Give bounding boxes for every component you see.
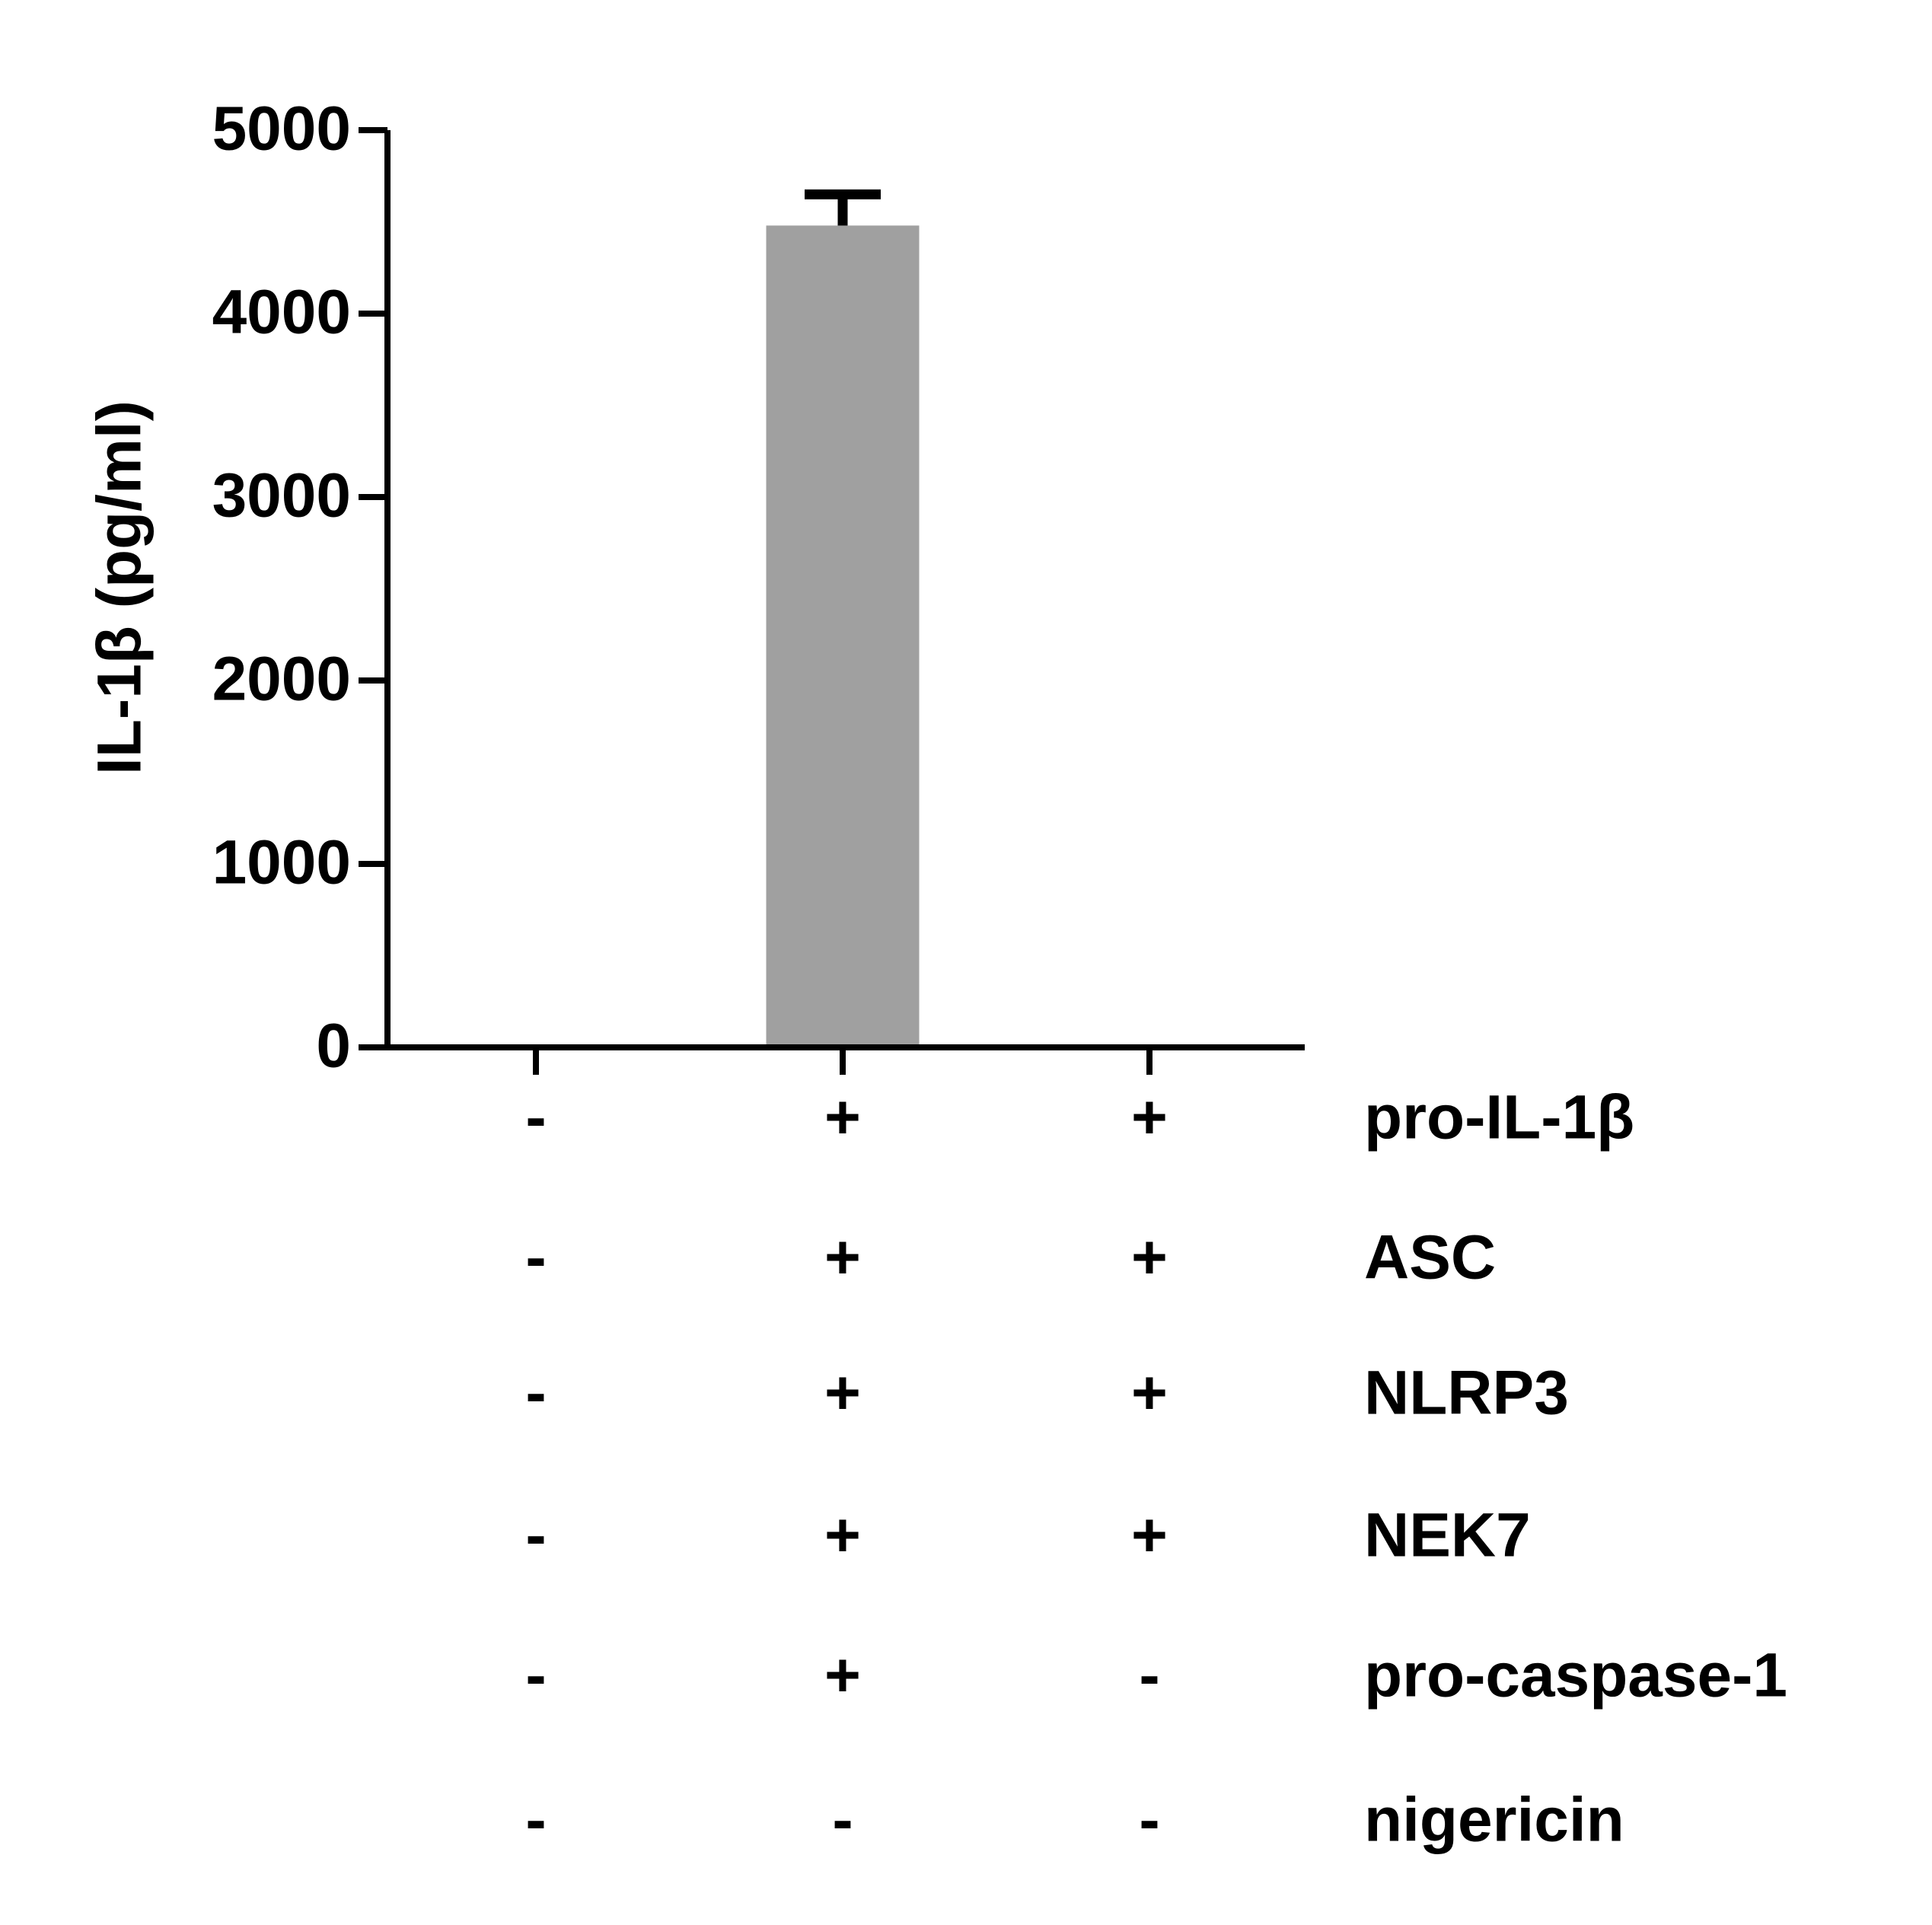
condition-sign: - [525,1359,546,1428]
condition-sign: + [824,1083,861,1152]
condition-sign: + [824,1223,861,1292]
condition-sign: + [824,1359,861,1428]
y-tick-label: 3000 [212,461,351,531]
condition-sign: + [1131,1359,1168,1428]
y-axis-label: IL-1β (pg/ml) [85,400,155,775]
condition-sign: - [1139,1641,1159,1710]
condition-sign: + [1131,1083,1168,1152]
condition-sign: - [832,1786,853,1855]
condition-sign: + [1131,1501,1168,1570]
condition-sign: + [1131,1223,1168,1292]
condition-sign: - [1139,1786,1159,1855]
condition-sign: + [824,1501,861,1570]
y-tick-label: 4000 [212,278,351,347]
condition-name: pro-IL-1β [1364,1083,1634,1152]
condition-name: NEK7 [1364,1501,1531,1570]
condition-sign: - [525,1786,546,1855]
condition-sign: - [525,1223,546,1292]
y-tick-label: 2000 [212,645,351,714]
condition-sign: - [525,1501,546,1570]
y-tick-label: 1000 [212,828,351,897]
y-tick-label: 5000 [212,94,351,164]
condition-sign: - [525,1083,546,1152]
y-tick-label: 0 [316,1012,351,1081]
bar [766,225,920,1047]
condition-name: ASC [1364,1223,1496,1292]
condition-name: NLRP3 [1364,1359,1569,1428]
condition-name: pro-caspase-1 [1364,1641,1787,1710]
condition-name: nigericin [1364,1786,1624,1855]
condition-sign: + [824,1641,861,1710]
condition-sign: - [525,1641,546,1710]
